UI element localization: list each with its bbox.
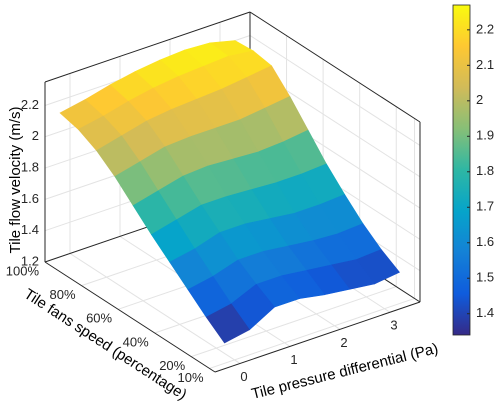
axis-line (214, 301, 421, 373)
y-tick-label: 10% (177, 370, 203, 385)
colorbar-tick-label: 1.9 (476, 128, 494, 143)
colorbar-tick-label: 1.8 (476, 163, 494, 178)
z-tick-label: 1.8 (21, 160, 39, 175)
axis-line (249, 11, 421, 123)
grid-line (249, 35, 421, 146)
axis-line (44, 261, 216, 373)
colorbar-tick-label: 1.5 (476, 270, 494, 285)
grid-line (191, 286, 397, 358)
y-tick-label: 40% (123, 334, 149, 349)
y-tick-label: 20% (159, 358, 185, 373)
colorbar-tick-label: 2 (476, 92, 483, 107)
colorbar-tick-label: 1.4 (476, 305, 494, 320)
x-tick-label: 1 (290, 352, 297, 367)
colorbar-tick-label: 1.7 (476, 199, 494, 214)
z-tick-label: 2.2 (21, 97, 39, 112)
y-tick-label: 80% (50, 287, 76, 302)
y-tick-label: 60% (86, 311, 112, 326)
side-wall (250, 12, 420, 302)
x-tick-label: 2 (340, 335, 347, 350)
y-tick-label: 100% (6, 263, 40, 278)
colorbar-tick-label: 2.1 (476, 57, 494, 72)
z-tick-label: 1.2 (21, 253, 39, 268)
surface-patch (205, 303, 250, 344)
x-tick-label: 0 (240, 369, 247, 384)
x-tick-label: 3 (390, 318, 397, 333)
colorbar-tick-label: 2.2 (476, 21, 494, 36)
grid-line (69, 253, 241, 364)
colorbar-tick-label: 1.6 (476, 234, 494, 249)
z-tick-label: 1.6 (21, 191, 39, 206)
z-tick-label: 1.4 (21, 222, 39, 237)
colorbar (452, 4, 471, 336)
y-axis-label: Tile fans speed (percentage) (21, 286, 190, 404)
axis-line (44, 11, 251, 83)
grid-line (209, 297, 415, 369)
z-axis-label: Tile flow velocity (m/s) (7, 107, 24, 254)
z-tick-label: 2 (32, 128, 39, 143)
